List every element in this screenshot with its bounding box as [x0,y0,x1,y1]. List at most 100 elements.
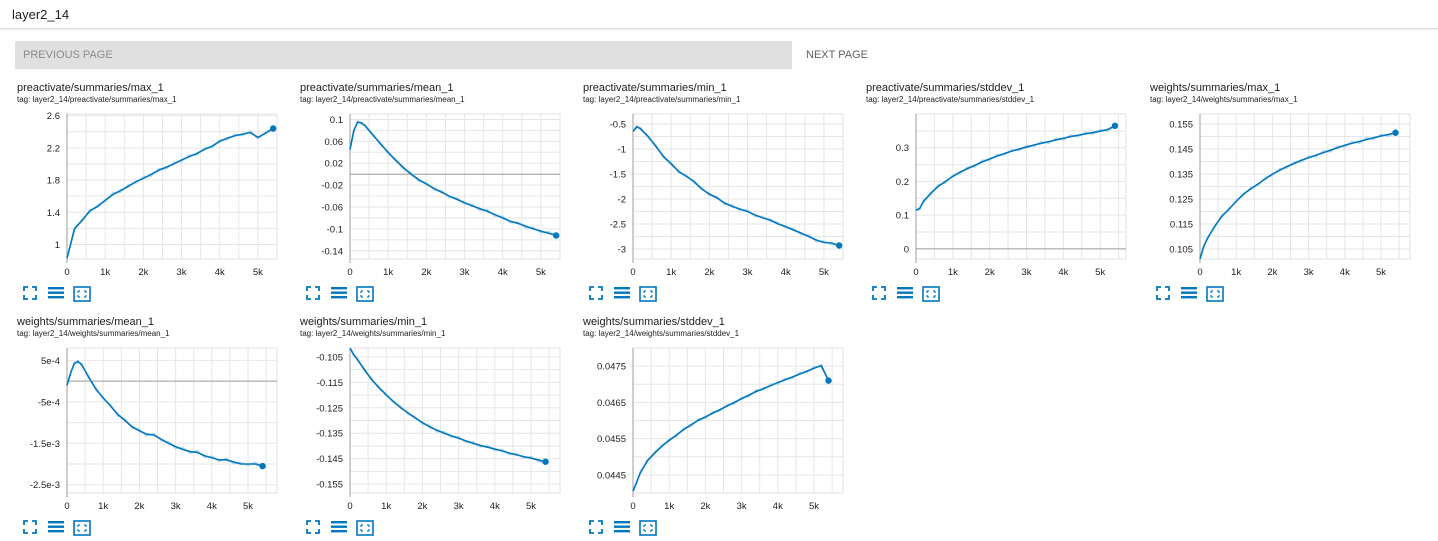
fit-domain-icon[interactable] [356,286,374,302]
last-point-marker [835,242,843,249]
x-tick-label: 3k [454,501,464,512]
chart-title: preactivate/summaries/max_1 [17,82,164,94]
x-tick-label: 2k [138,267,148,278]
x-tick-label: 5k [243,501,253,512]
line-chart[interactable]: 0 1k 2k 3k 4k 5k 0.3 0.2 0.1 0 [864,106,1134,281]
list-icon[interactable] [613,286,631,302]
x-tick-label: 4k [1058,267,1068,278]
fit-domain-icon[interactable] [73,286,91,302]
x-tick-label: 4k [215,267,225,278]
y-tick-label: -1.5e-3 [30,439,60,450]
fullscreen-icon[interactable] [306,520,324,536]
chart-tag: tag: layer2_14/weights/summaries/min_1 [300,329,446,338]
grid [349,348,560,493]
x-tick-label: 0 [630,501,635,512]
fullscreen-icon[interactable] [1156,286,1174,302]
chart-title: weights/summaries/max_1 [1150,82,1281,94]
next-page-button[interactable]: NEXT PAGE [806,49,868,61]
chart-card: weights/summaries/mean_1 tag: layer2_14/w… [15,316,285,541]
list-icon[interactable] [47,520,65,536]
fullscreen-icon[interactable] [23,520,41,536]
x-tick-label: 5k [253,267,263,278]
chart-tag: tag: layer2_14/weights/summaries/mean_1 [17,329,170,338]
list-icon[interactable] [613,520,631,536]
fullscreen-icon[interactable] [872,286,890,302]
chart-card: preactivate/summaries/min_1 tag: layer2_1… [581,82,851,307]
line-chart[interactable]: 0 1k 2k 3k 4k 5k 0.0475 0.0465 0.0455 0.0445 [581,340,851,515]
fit-domain-icon[interactable] [73,520,91,536]
x-tick-label: 1k [381,501,391,512]
chart-tag: tag: layer2_14/preactivate/summaries/std… [866,95,1035,104]
fit-domain-icon[interactable] [639,520,657,536]
chart-tag: tag: layer2_14/preactivate/summaries/mea… [300,95,465,104]
smoothed-series-line [1199,131,1396,260]
list-icon[interactable] [330,286,348,302]
grid [349,114,561,259]
x-tick-label: 1k [100,267,110,278]
smoothed-series-line [632,364,830,492]
chart-tag: tag: layer2_14/preactivate/summaries/min… [583,95,741,104]
raw-series-line [349,347,546,463]
y-tick-label: 0.0465 [597,398,626,409]
line-chart[interactable]: 0 1k 2k 3k 4k 5k -0.5 -1 -1.5 -2 -2.5 -3 [581,106,851,281]
line-chart[interactable]: 0 1k 2k 3k 4k 5k 0.155 0.145 0.135 0.125 0.115 0.10… [1148,106,1418,281]
smoothed-series-line [66,360,263,467]
grid [915,113,1126,259]
fit-domain-icon[interactable] [639,286,657,302]
y-tick-label: 0.2 [896,177,909,188]
x-tick-label: 0 [347,267,352,278]
y-tick-label: 2.2 [47,143,60,154]
fit-domain-icon[interactable] [1206,286,1224,302]
x-tick-label: 3k [743,267,753,278]
plot-frame [349,113,561,260]
fullscreen-icon[interactable] [23,286,41,302]
y-tick-label: 0.02 [325,159,344,170]
chart-title: weights/summaries/mean_1 [17,316,154,328]
chart-card: weights/summaries/max_1 tag: layer2_14/we… [1148,82,1418,307]
y-tick-label: -2.5e-3 [30,480,60,491]
y-tick-label: -0.145 [316,454,343,465]
y-tick-label: 0.3 [896,143,909,154]
y-tick-label: -0.105 [316,352,343,363]
x-tick-label: 4k [207,501,217,512]
x-tick-label: 1k [1231,267,1241,278]
grid [632,114,844,259]
y-tick-label: -0.5 [610,120,626,131]
list-icon[interactable] [330,520,348,536]
y-tick-label: -2.5 [610,220,626,231]
chart-card: weights/summaries/stddev_1 tag: layer2_14… [581,316,851,541]
x-tick-label: 1k [383,267,393,278]
raw-series-line [1199,132,1396,260]
fit-domain-icon[interactable] [922,286,940,302]
fullscreen-icon[interactable] [306,286,324,302]
y-tick-label: 0.115 [1170,220,1193,231]
line-chart[interactable]: 0 1k 2k 3k 4k 5k 1 1.4 1.8 2.2 2.6 [15,106,285,281]
line-chart[interactable]: 0 1k 2k 3k 4k 5k -0.105 -0.115 -0.125 -0.135 -0.14… [298,340,568,515]
line-chart[interactable]: 0 1k 2k 3k 4k 5k 0.1 0.06 0.02 -0.02 -0.06 -0.1 -0.1… [298,106,568,281]
raw-series-line [915,125,1116,211]
y-tick-label: 0.0455 [597,434,626,445]
x-tick-label: 4k [498,267,508,278]
y-tick-label: -0.155 [316,480,343,491]
x-tick-label: 1k [98,501,108,512]
fullscreen-icon[interactable] [589,286,607,302]
previous-page-button[interactable]: PREVIOUS PAGE [15,41,792,69]
x-tick-label: 1k [664,501,674,512]
y-tick-label: 1 [55,240,60,251]
chart-title: weights/summaries/stddev_1 [583,316,725,328]
y-tick-label: 0.06 [325,137,344,148]
fit-domain-icon[interactable] [356,520,374,536]
chart-title: preactivate/summaries/mean_1 [300,82,454,94]
list-icon[interactable] [1180,286,1198,302]
y-tick-label: 0.135 [1169,170,1193,181]
y-tick-label: 1.8 [47,176,60,187]
raw-series-line [66,361,263,467]
line-chart[interactable]: 0 1k 2k 3k 4k 5k 5e-4 -5e-4 -1.5e-3 -2.5e-3 [15,340,285,515]
y-tick-label: -2 [618,195,626,206]
x-tick-label: 4k [773,501,783,512]
fullscreen-icon[interactable] [589,520,607,536]
list-icon[interactable] [47,286,65,302]
list-icon[interactable] [896,286,914,302]
smoothed-series-line [66,127,274,259]
chart-card: preactivate/summaries/max_1 tag: layer2_1… [15,82,285,307]
